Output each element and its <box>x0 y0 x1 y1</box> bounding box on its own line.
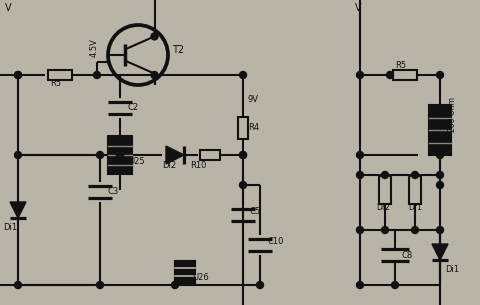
Circle shape <box>436 152 444 159</box>
Circle shape <box>256 282 264 289</box>
Circle shape <box>436 181 444 188</box>
Polygon shape <box>166 146 184 164</box>
Circle shape <box>382 171 388 178</box>
Circle shape <box>392 282 398 289</box>
Circle shape <box>14 71 22 78</box>
Circle shape <box>357 282 363 289</box>
Text: U25: U25 <box>128 157 144 167</box>
Text: R4: R4 <box>248 124 259 132</box>
Circle shape <box>240 181 247 188</box>
Bar <box>379 176 391 204</box>
Bar <box>238 117 248 139</box>
Text: R10: R10 <box>190 160 206 170</box>
Circle shape <box>14 71 22 78</box>
Text: T2: T2 <box>172 45 184 55</box>
Polygon shape <box>10 202 26 218</box>
Text: 4.5V: 4.5V <box>90 38 99 57</box>
Text: V: V <box>5 3 12 13</box>
Circle shape <box>357 227 363 234</box>
Text: Dr2: Dr2 <box>376 203 390 213</box>
Circle shape <box>151 71 158 78</box>
Circle shape <box>96 152 104 159</box>
Circle shape <box>117 152 123 159</box>
Text: C10: C10 <box>267 238 283 246</box>
Circle shape <box>436 71 444 78</box>
Circle shape <box>357 171 363 178</box>
Text: C2: C2 <box>127 103 138 113</box>
Circle shape <box>14 152 22 159</box>
Circle shape <box>14 282 22 289</box>
Circle shape <box>411 171 419 178</box>
Text: 200 Ohm: 200 Ohm <box>448 98 457 132</box>
Circle shape <box>240 152 247 159</box>
Text: 9V: 9V <box>248 95 259 105</box>
Text: R5: R5 <box>395 60 406 70</box>
Circle shape <box>411 227 419 234</box>
Text: C3: C3 <box>107 188 118 196</box>
Circle shape <box>382 227 388 234</box>
Bar <box>108 136 132 174</box>
Text: Dr1: Dr1 <box>408 203 422 213</box>
Circle shape <box>94 71 100 78</box>
Bar <box>409 176 421 204</box>
Bar <box>429 105 451 155</box>
Bar <box>393 70 417 80</box>
Circle shape <box>240 152 247 159</box>
Text: C8: C8 <box>402 250 413 260</box>
Circle shape <box>96 282 104 289</box>
Circle shape <box>386 71 394 78</box>
Circle shape <box>240 71 247 78</box>
Polygon shape <box>432 244 448 260</box>
Text: U26: U26 <box>192 274 209 282</box>
Bar <box>200 150 220 160</box>
Circle shape <box>357 71 363 78</box>
Text: V: V <box>355 3 361 13</box>
Circle shape <box>357 152 363 159</box>
Text: Di1: Di1 <box>3 224 17 232</box>
Circle shape <box>436 227 444 234</box>
Text: Di2: Di2 <box>162 160 176 170</box>
Bar <box>48 70 72 80</box>
Text: Di1: Di1 <box>445 265 459 275</box>
Circle shape <box>171 282 179 289</box>
Text: R5: R5 <box>50 80 61 88</box>
Circle shape <box>151 33 158 40</box>
Text: C5: C5 <box>250 207 261 217</box>
Bar <box>175 261 195 283</box>
Circle shape <box>117 152 123 159</box>
Circle shape <box>436 171 444 178</box>
